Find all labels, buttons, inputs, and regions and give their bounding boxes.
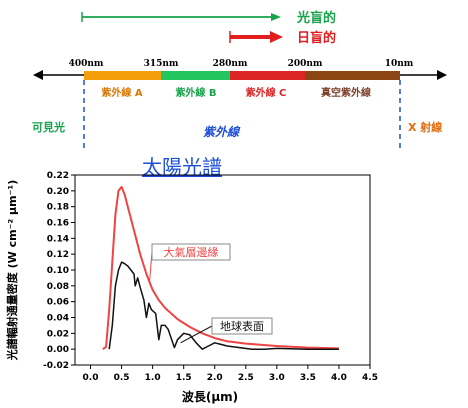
x-tick-label: 0.0 xyxy=(83,373,99,383)
band-label-uva: 紫外線 A xyxy=(101,86,142,99)
tick-200nm: 200nm xyxy=(288,59,323,69)
chart-axes: 0.0 0.5 1.0 1.5 2.0 2.5 3.0 3.5 4.0 4.5 -0.02 0.00 0… xyxy=(43,171,378,383)
solar-blind-arrowhead xyxy=(271,13,281,21)
tick-400nm: 400nm xyxy=(69,59,104,69)
legend-toa: 大氣層邊緣 xyxy=(151,243,231,261)
x-axis-label: 波長(μm) xyxy=(182,389,238,404)
y-tick-label: 0.00 xyxy=(47,345,69,355)
x-tick-label: 2.5 xyxy=(238,373,254,383)
sun-blind-label: 日盲的 xyxy=(297,30,336,46)
series-line-toa xyxy=(102,185,339,350)
band-label-vuv: 真空紫外線 xyxy=(321,86,371,99)
legend-toa-box xyxy=(151,243,231,261)
axis-right-arrowhead xyxy=(437,70,447,80)
x-tick-label: 1.5 xyxy=(176,373,192,383)
legend-surface-label: 地球表面 xyxy=(220,319,264,333)
y-tick-label: 0.20 xyxy=(47,187,69,197)
x-tick-label: 1.0 xyxy=(145,373,161,383)
y-tick-label: 0.02 xyxy=(47,329,69,339)
band-uvc xyxy=(230,71,305,80)
x-tick-label: 2.0 xyxy=(207,373,223,383)
series-line-surface xyxy=(108,261,339,350)
region-label-visible: 可見光 xyxy=(32,120,65,134)
y-tick-label: 0.22 xyxy=(47,171,69,181)
x-tick-label: 4.0 xyxy=(331,373,347,383)
sun-blind-arrowhead xyxy=(270,31,283,43)
solar-blind-label: 光盲的 xyxy=(296,10,336,26)
y-tick-label: 0.08 xyxy=(47,282,69,292)
band-uvb xyxy=(161,71,230,80)
x-tick-label: 4.5 xyxy=(362,373,378,383)
band-label-uvb: 紫外線 B xyxy=(175,86,216,99)
axis-left-arrowhead xyxy=(33,70,43,80)
x-tick-label: 3.5 xyxy=(300,373,316,383)
solar-spectrum-chart: 太陽光譜 0.0 0.5 1.0 1.5 2.0 2.5 3.0 3.5 4.0 4.5-0.02… xyxy=(5,155,378,404)
band-labels: 紫外線 A 紫外線 B 紫外線 C 真空紫外線 xyxy=(101,86,371,99)
legend-surface-connector xyxy=(180,325,213,344)
y-tick-label: -0.02 xyxy=(43,361,69,371)
band-vuv xyxy=(305,71,400,80)
region-label-xray: X 射線 xyxy=(408,120,442,134)
y-tick-label: 0.12 xyxy=(47,250,69,260)
band-label-uvc: 紫外線 C xyxy=(246,86,287,99)
y-tick-label: 0.16 xyxy=(47,219,69,229)
x-tick-label: 3.0 xyxy=(269,373,285,383)
y-tick-label: 0.06 xyxy=(47,298,69,308)
y-tick-label: 0.04 xyxy=(47,314,69,324)
band-uva xyxy=(84,71,161,80)
x-tick-label: 0.5 xyxy=(114,373,130,383)
tick-280nm: 280nm xyxy=(213,59,248,69)
legend-toa-label: 大氣層邊緣 xyxy=(164,245,219,259)
chart-series xyxy=(102,185,339,350)
y-axis-label: 光譜輻射通量密度 (W cm⁻² μm⁻¹) xyxy=(5,180,19,361)
wavelength-ticks: 400nm 315nm 280nm 200nm 10nm xyxy=(69,59,414,69)
legend-surface-box xyxy=(211,317,273,335)
blind-arrows: 光盲的 日盲的 xyxy=(81,10,336,46)
region-label-uv: 紫外線 xyxy=(203,125,241,139)
y-tick-label: 0.10 xyxy=(47,266,69,276)
tick-315nm: 315nm xyxy=(144,59,179,69)
y-tick-label: 0.14 xyxy=(47,234,69,244)
plot-frame xyxy=(74,174,371,366)
y-tick-label: 0.18 xyxy=(47,203,69,213)
tick-10nm: 10nm xyxy=(385,59,414,69)
legend-surface: 地球表面 xyxy=(211,317,273,335)
wavelength-axis: 400nm 315nm 280nm 200nm 10nm 紫外線 A 紫外線 B… xyxy=(32,59,447,148)
